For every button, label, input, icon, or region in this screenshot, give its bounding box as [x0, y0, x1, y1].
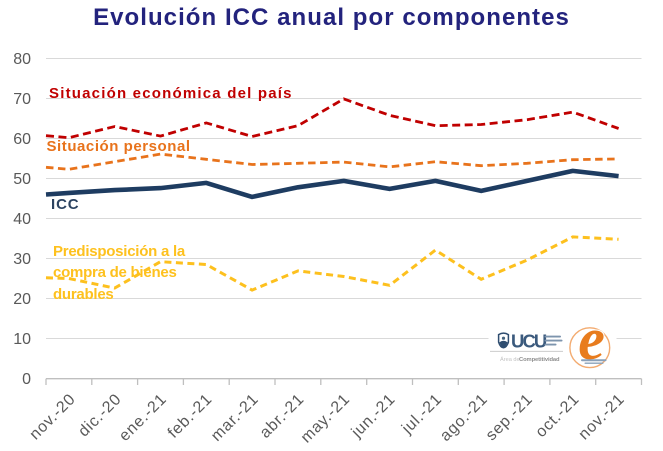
svg-text:Competitividad: Competitividad — [519, 357, 560, 363]
svg-text:Área de: Área de — [500, 356, 520, 363]
svg-text:UCU: UCU — [511, 331, 547, 352]
svg-text:e: e — [578, 306, 605, 372]
